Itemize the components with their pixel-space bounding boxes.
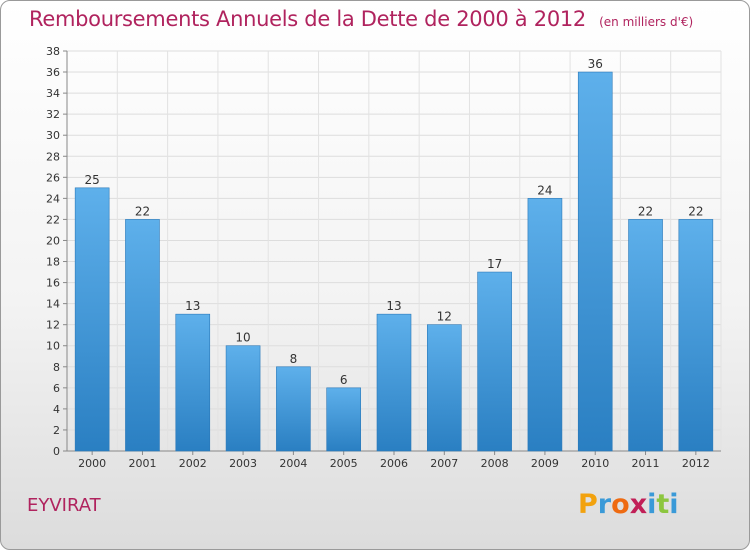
x-tick-label: 2001 xyxy=(128,457,156,470)
data-label: 36 xyxy=(588,57,603,71)
y-tick-label: 8 xyxy=(53,361,60,374)
data-label: 13 xyxy=(386,299,401,313)
y-tick-label: 22 xyxy=(46,213,60,226)
x-tick-label: 2003 xyxy=(229,457,257,470)
bar xyxy=(74,187,110,452)
title-row: Remboursements Annuels de la Dette de 20… xyxy=(29,7,693,31)
chart-unit: (en milliers d'€) xyxy=(599,15,694,29)
y-tick-label: 26 xyxy=(46,171,60,184)
y-tick-label: 36 xyxy=(46,66,60,79)
x-tick-label: 2010 xyxy=(581,457,609,470)
data-label: 8 xyxy=(290,352,298,366)
x-tick-label: 2005 xyxy=(330,457,358,470)
bar xyxy=(376,313,412,452)
y-tick-label: 24 xyxy=(46,192,60,205)
bar xyxy=(427,324,462,452)
y-tick-label: 18 xyxy=(46,256,60,269)
y-tick-label: 2 xyxy=(53,424,60,437)
chart-title: Remboursements Annuels de la Dette de 20… xyxy=(29,7,586,31)
y-tick-label: 10 xyxy=(46,340,60,353)
x-tick-label: 2007 xyxy=(430,457,458,470)
x-tick-label: 2000 xyxy=(78,457,106,470)
x-tick-label: 2011 xyxy=(632,457,660,470)
bar xyxy=(628,219,663,452)
y-tick-label: 16 xyxy=(46,277,60,290)
data-label: 22 xyxy=(688,204,703,218)
bar xyxy=(527,198,563,452)
y-tick-label: 4 xyxy=(53,403,60,416)
logo-letter: t xyxy=(656,489,670,520)
y-tick-label: 28 xyxy=(46,150,60,163)
y-tick-label: 32 xyxy=(46,108,60,121)
y-tick-label: 34 xyxy=(46,87,60,100)
bar xyxy=(326,387,361,452)
logo-letter: r xyxy=(597,489,612,520)
logo-letter: x xyxy=(629,489,648,520)
y-tick-label: 20 xyxy=(46,234,60,247)
y-tick-label: 30 xyxy=(46,129,60,142)
data-label: 6 xyxy=(340,373,348,387)
x-tick-label: 2012 xyxy=(682,457,710,470)
bar xyxy=(175,313,211,452)
data-label: 22 xyxy=(638,204,653,218)
data-label: 22 xyxy=(135,204,150,218)
bar xyxy=(276,366,311,452)
logo-letter: P xyxy=(578,489,598,520)
y-tick-label: 14 xyxy=(46,298,60,311)
logo-letter: o xyxy=(611,489,630,520)
logo-letter: i xyxy=(669,489,679,520)
proxiti-logo: Proxiti xyxy=(578,489,679,520)
bar xyxy=(125,219,160,452)
y-tick-label: 0 xyxy=(53,445,60,458)
x-tick-label: 2006 xyxy=(380,457,408,470)
commune-name: EYVIRAT xyxy=(27,495,101,516)
data-label: 13 xyxy=(185,299,200,313)
logo-letter: i xyxy=(647,489,657,520)
bar xyxy=(577,71,613,452)
data-label: 10 xyxy=(235,331,250,345)
x-tick-label: 2002 xyxy=(179,457,207,470)
bar xyxy=(678,219,714,452)
y-tick-label: 12 xyxy=(46,319,60,332)
bar xyxy=(477,271,512,452)
data-label: 24 xyxy=(537,183,552,197)
y-tick-label: 38 xyxy=(46,45,60,58)
labels: 0246810121416182022242628303234363825200… xyxy=(46,45,710,470)
data-label: 25 xyxy=(85,173,100,187)
y-tick-label: 6 xyxy=(53,382,60,395)
x-tick-label: 2008 xyxy=(481,457,509,470)
x-tick-label: 2004 xyxy=(279,457,307,470)
data-label: 12 xyxy=(437,310,452,324)
x-tick-label: 2009 xyxy=(531,457,559,470)
data-label: 17 xyxy=(487,257,502,271)
bar xyxy=(225,345,261,452)
bars xyxy=(74,71,714,452)
